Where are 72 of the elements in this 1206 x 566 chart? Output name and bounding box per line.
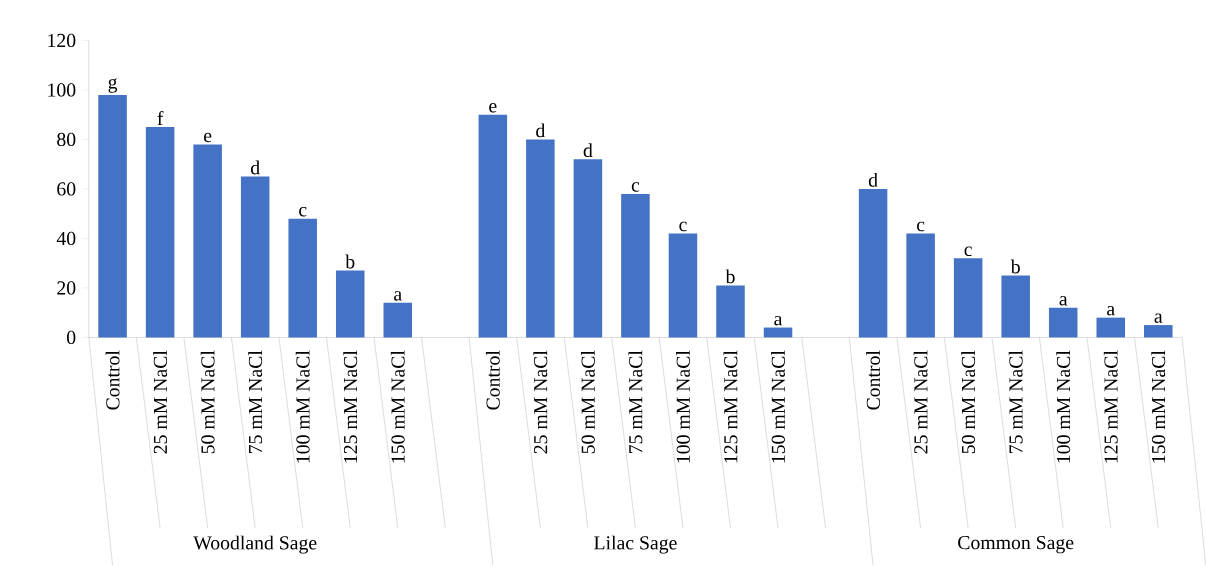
x-tick-label: 75 mM NaCl xyxy=(628,350,643,454)
data-label: c xyxy=(679,222,687,232)
x-tick-label: 50 mM NaCl xyxy=(200,350,215,454)
x-tick-label: 25 mM NaCl xyxy=(153,350,168,454)
x-tick-label: 75 mM NaCl xyxy=(248,350,263,454)
y-tick-label: 100 xyxy=(48,83,76,97)
bar xyxy=(145,127,175,338)
x-tick-label: 150 mM NaCl xyxy=(1151,350,1166,463)
x-tick-label: Control xyxy=(866,350,881,410)
bar xyxy=(716,285,745,338)
data-label: e xyxy=(489,103,497,113)
data-label: c xyxy=(299,207,307,217)
y-tick-label: 120 xyxy=(48,34,76,48)
x-tick-label: 150 mM NaCl xyxy=(390,350,405,463)
x-tick-label: 75 mM NaCl xyxy=(1008,350,1023,454)
data-label: b xyxy=(725,269,735,284)
x-tick-label: 100 mM NaCl xyxy=(1056,350,1071,463)
y-tick-label: 80 xyxy=(57,133,76,147)
x-tick-label: 100 mM NaCl xyxy=(295,350,310,463)
data-label: b xyxy=(1010,259,1020,274)
bar xyxy=(668,233,698,338)
bar xyxy=(288,218,317,338)
bar xyxy=(1001,275,1030,338)
data-label: b xyxy=(345,254,355,269)
x-tick-label: 25 mM NaCl xyxy=(913,350,928,454)
data-label: d xyxy=(583,143,593,158)
text: Common Sage xyxy=(958,536,1074,554)
x-tick-label: Control xyxy=(105,350,120,410)
bar xyxy=(573,159,603,338)
data-label: d xyxy=(536,123,546,138)
y-tick-label: 20 xyxy=(57,281,76,295)
bar xyxy=(1096,317,1125,338)
bar xyxy=(240,176,270,338)
x-tick-label: 125 mM NaCl xyxy=(343,350,358,463)
data-label: g xyxy=(108,78,118,93)
bar xyxy=(953,258,983,338)
x-tick-label: Control xyxy=(485,350,500,410)
bar xyxy=(98,95,127,338)
x-tick-label: 125 mM NaCl xyxy=(723,350,738,463)
bar xyxy=(478,114,508,338)
y-tick-label: 0 xyxy=(67,331,76,345)
data-label: a xyxy=(1154,313,1163,324)
data-label: a xyxy=(1059,296,1068,306)
data-label: a xyxy=(394,291,402,301)
x-tick-label: 100 mM NaCl xyxy=(676,350,690,463)
x-tick-label: 25 mM NaCl xyxy=(533,350,548,454)
data-label: d xyxy=(868,173,878,187)
x-tick-label: 150 mM NaCl xyxy=(771,350,785,463)
data-label: c xyxy=(917,222,925,232)
text: Lilac Sage xyxy=(594,535,677,554)
bar xyxy=(621,194,650,338)
x-tick-label: 50 mM NaCl xyxy=(961,350,976,454)
y-tick-label: 40 xyxy=(56,232,76,246)
bar xyxy=(193,144,222,338)
data-label: a xyxy=(1107,306,1115,316)
bar xyxy=(526,139,555,338)
bar xyxy=(858,189,888,338)
bar xyxy=(383,303,413,338)
data-label: c xyxy=(631,182,640,192)
bar xyxy=(1144,325,1173,338)
data-label: e xyxy=(204,132,212,143)
data-label: f xyxy=(157,111,164,126)
bar xyxy=(906,233,935,338)
data-label: a xyxy=(774,316,783,326)
data-label: c xyxy=(964,246,972,257)
x-tick-label: 125 mM NaCl xyxy=(1103,350,1118,463)
text: Woodland Sage xyxy=(193,535,317,554)
x-tick-label: 50 mM NaCl xyxy=(580,350,595,454)
y-tick-label: 60 xyxy=(57,182,76,196)
bar xyxy=(335,270,365,338)
bar xyxy=(1048,307,1078,338)
data-label: d xyxy=(250,160,260,175)
